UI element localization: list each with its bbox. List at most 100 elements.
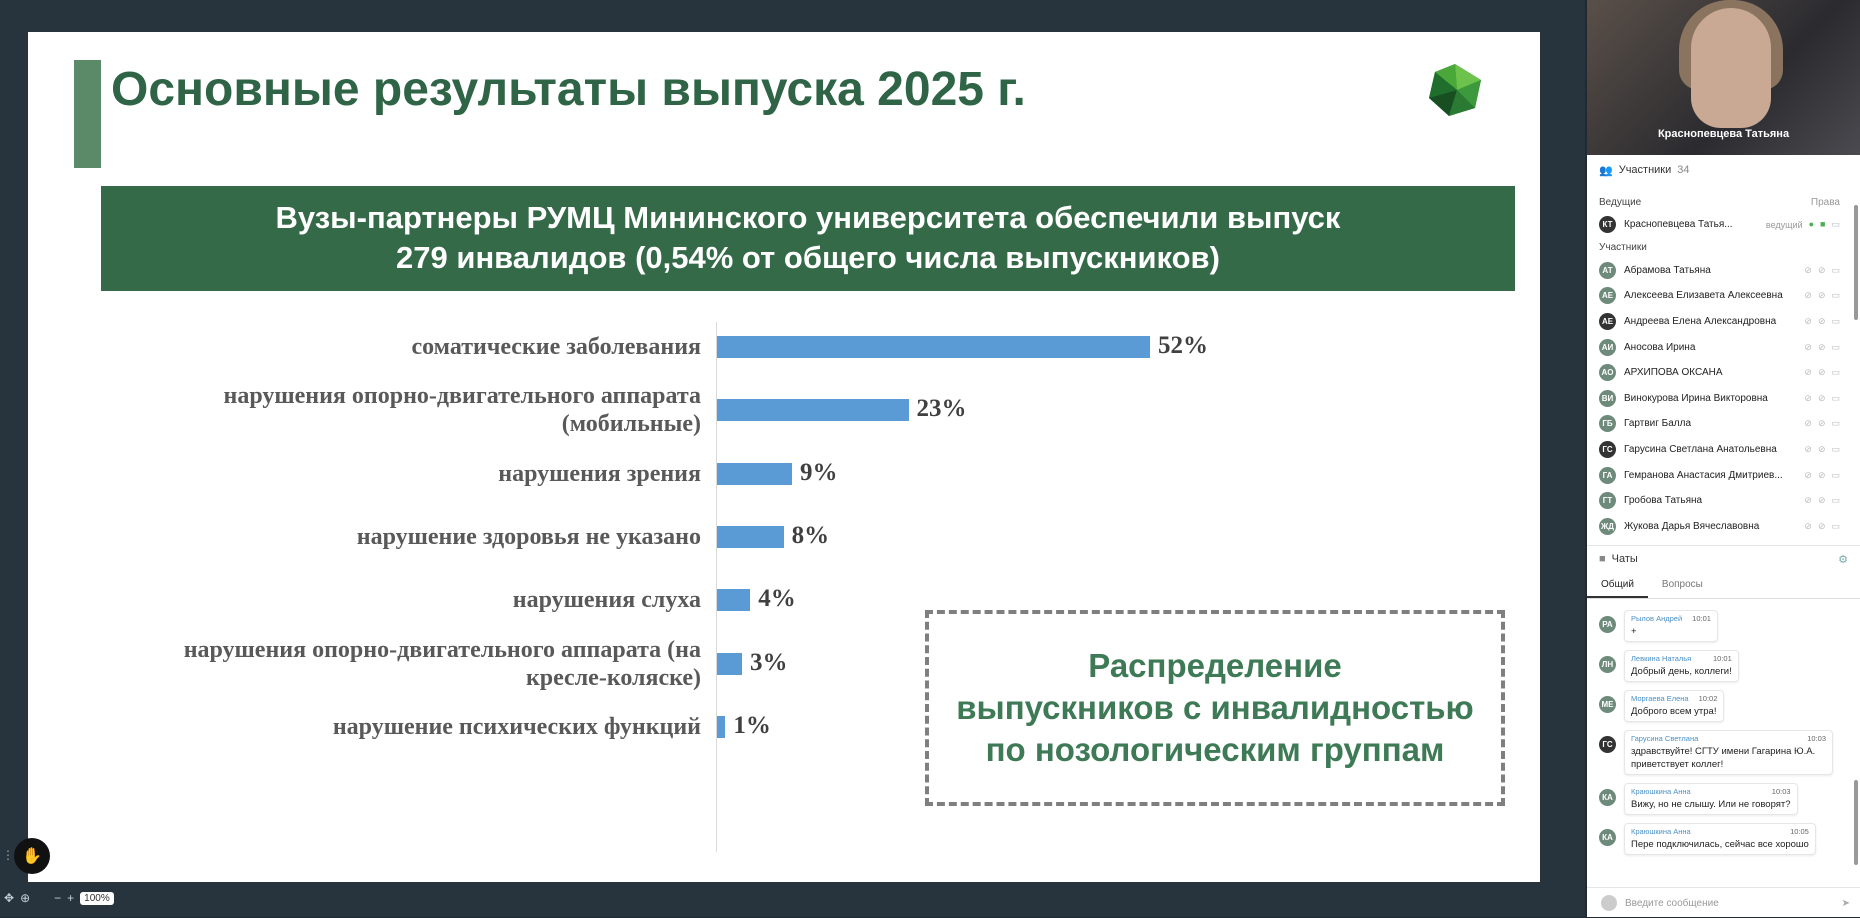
move-icon[interactable]: ✥ — [4, 891, 15, 905]
media-status-icons: ⊘⊘▭ — [1804, 469, 1846, 480]
chat-message: РА Рылов Андрей 10:01 + — [1587, 610, 1852, 642]
message-text: Доброго всем утра! — [1631, 706, 1717, 717]
participant-row[interactable]: АЕ Андреева Елена Александровна ⊘⊘▭ — [1587, 309, 1852, 335]
chat-settings-icon[interactable]: ⚙ — [1838, 553, 1848, 566]
message-time: 10:05 — [1790, 827, 1809, 836]
participant-row[interactable]: ГБ Гартвиг Балла ⊘⊘▭ — [1587, 411, 1852, 437]
avatar: ВИ — [1599, 389, 1616, 407]
value-label: 4% — [758, 585, 796, 613]
people-icon: 👥 — [1599, 164, 1613, 177]
university-logo-icon — [1429, 64, 1481, 116]
host-row[interactable]: КТ Краснопевцева Татья... ведущий ●■▭ — [1587, 212, 1852, 238]
participant-row[interactable]: ГА Гемранова Анастасия Дмитриев... ⊘⊘▭ — [1587, 462, 1852, 488]
media-status-icons: ⊘⊘▭ — [1804, 264, 1846, 275]
send-icon[interactable]: ➤ — [1841, 897, 1850, 909]
category-label: нарушения слуха — [512, 587, 701, 614]
tab-general[interactable]: Общий — [1587, 576, 1648, 598]
participant-name: Жукова Дарья Вячеславовна — [1624, 520, 1760, 532]
chat-tabs: Общий Вопросы — [1587, 576, 1860, 599]
chart-bar — [717, 652, 742, 675]
message-text: Вижу, но не слышу. Или не говорят? — [1631, 799, 1791, 810]
participant-row[interactable]: АО АРХИПОВА ОКСАНА ⊘⊘▭ — [1587, 360, 1852, 386]
avatar: АЕ — [1599, 313, 1616, 331]
emoji-icon[interactable] — [1601, 895, 1617, 911]
message-bubble: Рылов Андрей 10:01 + — [1624, 610, 1718, 642]
participant-name: Андреева Елена Александровна — [1624, 316, 1777, 328]
avatar: КА — [1599, 829, 1616, 846]
avatar: АО — [1599, 364, 1616, 382]
participants-group: Участники — [1587, 238, 1852, 258]
caption-line-3: по нозологическим группам — [985, 731, 1445, 768]
participants-list: Ведущие Права КТ Краснопевцева Татья... … — [1587, 192, 1852, 538]
video-face — [1691, 8, 1771, 128]
chart-axis — [716, 322, 717, 852]
chats-header[interactable]: ■ Чаты ⚙ — [1587, 545, 1860, 572]
avatar: ЛН — [1599, 656, 1616, 673]
participant-row[interactable]: ГТ Гробова Татьяна ⊘⊘▭ — [1587, 488, 1852, 514]
avatar: МЕ — [1599, 696, 1616, 713]
value-label: 52% — [1158, 332, 1208, 359]
message-author: Краюшкина Анна — [1631, 787, 1691, 796]
participant-row[interactable]: ЖД Жукова Дарья Вячеславовна ⊘⊘▭ — [1587, 514, 1852, 538]
category-label: нарушение психических функций — [332, 713, 701, 740]
avatar: АИ — [1599, 338, 1616, 356]
participant-rows: АТ Абрамова Татьяна ⊘⊘▭ АЕ Алексеева Елизаве… — [1587, 258, 1852, 538]
participant-row[interactable]: АИ Аносова Ирина ⊘⊘▭ — [1587, 334, 1852, 360]
banner-line-1: Вузы-партнеры РУМЦ Мининского университе… — [275, 200, 1341, 235]
chat-message: ГС Гарусина Светлана 10:03 здравствуйте! СГ… — [1587, 730, 1852, 775]
rights-label[interactable]: Права — [1810, 196, 1840, 208]
chart-bar — [717, 399, 909, 422]
mic-on-icon: ● — [1808, 219, 1821, 230]
side-panel: Краснопевцева Татьяна 👥 Участники 34 Вед… — [1587, 0, 1860, 917]
media-status-icons: ⊘⊘▭ — [1804, 392, 1846, 403]
chat-scrollbar[interactable] — [1854, 780, 1858, 865]
participants-scrollbar[interactable] — [1854, 205, 1858, 320]
category-label: соматические заболевания — [411, 334, 701, 360]
caption-line-2: выпускников с инвалидностью — [956, 689, 1474, 726]
participant-name: Гартвиг Балла — [1624, 418, 1692, 430]
media-status-icons: ⊘⊘▭ — [1804, 418, 1846, 429]
participants-header[interactable]: 👥 Участники 34 — [1587, 157, 1860, 183]
fit-icon[interactable]: ⊕ — [20, 891, 31, 905]
chat-icon: ■ — [1599, 553, 1606, 565]
chart-bar — [717, 462, 792, 485]
message-text: + — [1631, 626, 1637, 637]
slide: Основные результаты выпуска 2025 г. Вузы… — [28, 32, 1540, 882]
chat-message: КА Краюшкина Анна 10:05 Пере подключилась, … — [1587, 823, 1852, 855]
hosts-group: Ведущие Права — [1587, 192, 1852, 212]
avatar: ГА — [1599, 466, 1616, 484]
avatar: ГС — [1599, 736, 1616, 753]
participant-row[interactable]: АЕ Алексеева Елизавета Алексеевна ⊘⊘▭ — [1587, 283, 1852, 309]
value-label: 23% — [916, 395, 967, 423]
media-status-icons: ⊘⊘▭ — [1804, 495, 1846, 506]
avatar: ГС — [1599, 441, 1616, 459]
chart-bar — [717, 336, 1150, 358]
raise-hand-button[interactable]: ✋ — [14, 838, 50, 874]
banner-line-2: 279 инвалидов (0,54% от общего числа вып… — [396, 240, 1220, 275]
chart-bar — [717, 589, 751, 612]
chart-bar — [717, 715, 726, 738]
zoom-level[interactable]: 100% — [80, 891, 114, 905]
tab-questions[interactable]: Вопросы — [1661, 579, 1703, 590]
message-bubble: Моргаева Елена 10:02 Доброго всем утра! — [1624, 690, 1725, 722]
message-time: 10:02 — [1698, 694, 1718, 703]
message-author: Гарусина Светлана — [1631, 734, 1699, 743]
hosts-group-label: Ведущие — [1599, 196, 1642, 208]
participants-title: Участники — [1618, 164, 1672, 176]
nosology-bar-chart: соматические заболевания 52% нарушения опо… — [101, 322, 1208, 862]
participant-row[interactable]: ГС Гарусина Светлана Анатольевна ⊘⊘▭ — [1587, 437, 1852, 463]
host-role: ведущий — [1765, 219, 1803, 230]
chat-input-bar: Введите сообщение ➤ — [1587, 887, 1860, 918]
video-participant-name: Краснопевцева Татьяна — [1657, 128, 1790, 140]
participant-row[interactable]: ВИ Винокурова Ирина Викторовна ⊘⊘▭ — [1587, 386, 1852, 412]
avatar: ГТ — [1599, 492, 1616, 510]
message-bubble: Краюшкина Анна 10:05 Пере подключилась, се… — [1624, 823, 1816, 855]
zoom-in-button[interactable]: + — [67, 891, 75, 905]
category-label: нарушение здоровья не указано — [356, 523, 701, 550]
video-tile[interactable]: Краснопевцева Татьяна — [1587, 0, 1860, 155]
zoom-out-button[interactable]: − — [54, 891, 62, 905]
message-text: Добрый день, коллеги! — [1631, 666, 1732, 677]
message-time: 10:01 — [1692, 614, 1711, 623]
participant-row[interactable]: АТ Абрамова Татьяна ⊘⊘▭ — [1587, 258, 1852, 284]
chat-input[interactable]: Введите сообщение — [1625, 897, 1719, 909]
